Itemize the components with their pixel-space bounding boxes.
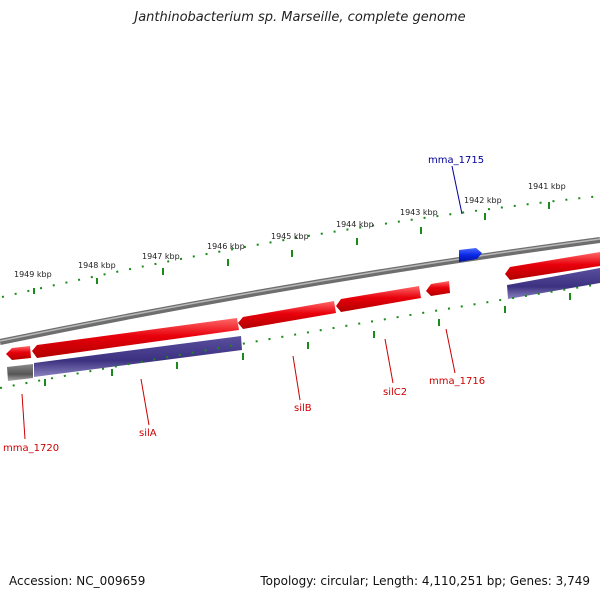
gene-mma_1715[interactable] [459, 248, 482, 262]
scale-labels: 1949 kbp 1948 kbp 1947 kbp 1946 kbp 1945… [14, 182, 566, 279]
gene-track-red [6, 252, 600, 360]
lower-scale-major-ticks [44, 293, 571, 386]
leader-mma_1715 [451, 165, 463, 215]
scale-label: 1944 kbp [336, 220, 374, 229]
gene-label-mma_1715[interactable]: mma_1715 [428, 155, 484, 166]
gene-silC2[interactable] [336, 286, 421, 312]
gene-label-mma_1716[interactable]: mma_1716 [429, 376, 485, 387]
gene-mma_1720[interactable] [6, 346, 31, 360]
scale-label: 1947 kbp [142, 252, 180, 261]
upper-scale-major-ticks [33, 202, 550, 294]
leader-mma_1720 [21, 393, 26, 440]
cds-right-edge[interactable] [507, 268, 600, 299]
genome-backbone [0, 237, 600, 345]
gene-right-edge[interactable] [505, 252, 600, 280]
cds-mma_1720[interactable] [7, 364, 33, 381]
scale-label: 1948 kbp [78, 261, 116, 270]
gene-label-silC2[interactable]: silC2 [383, 387, 407, 398]
cds-silA[interactable] [34, 336, 242, 377]
gene-label-mma_1720[interactable]: mma_1720 [3, 443, 59, 454]
accession-text: Accession: NC_009659 [9, 574, 146, 588]
gene-labels: mma_1715 mma_1716 silC2 silB silA mma_17… [3, 155, 485, 454]
upper-scale-ticks [1, 195, 600, 298]
gene-silB[interactable] [238, 301, 336, 329]
genome-title: Janthinobacterium sp. Marseille, complet… [134, 10, 466, 25]
scale-label: 1945 kbp [271, 232, 309, 241]
scale-label: 1946 kbp [207, 242, 245, 251]
cds-track [7, 268, 600, 381]
lower-scale-ticks [0, 283, 600, 389]
gene-mma_1716[interactable] [426, 281, 450, 296]
scale-label: 1943 kbp [400, 208, 438, 217]
gene-silA[interactable] [32, 318, 239, 358]
scale-label: 1941 kbp [528, 182, 566, 191]
leader-silB [292, 355, 301, 401]
genome-summary: Topology: circular; Length: 4,110,251 bp… [260, 574, 590, 588]
leader-mma_1716 [445, 328, 456, 374]
scale-label: 1949 kbp [14, 270, 52, 279]
gene-label-silB[interactable]: silB [294, 403, 312, 414]
leader-silC2 [384, 338, 394, 384]
gene-label-silA[interactable]: silA [139, 428, 157, 439]
leader-lines [21, 165, 463, 440]
scale-label: 1942 kbp [464, 196, 502, 205]
leader-silA [140, 378, 150, 426]
